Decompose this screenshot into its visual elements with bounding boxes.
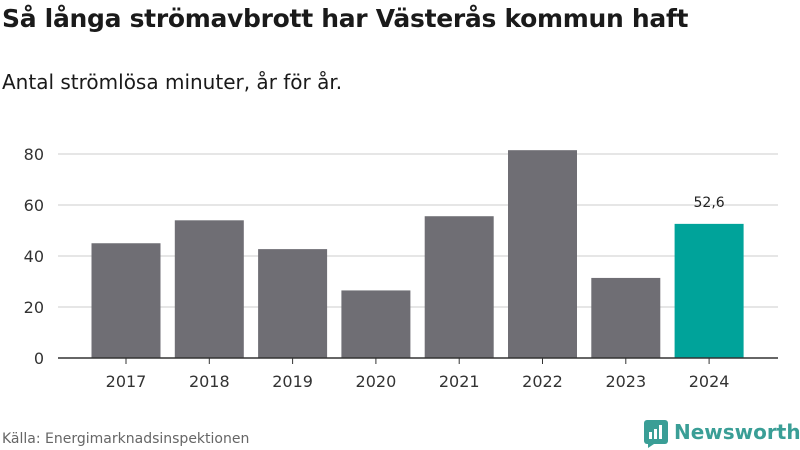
x-tick-label: 2020 [356,372,397,391]
bar-chart-logo-icon [644,420,668,448]
source-note: Källa: Energimarknadsinspektionen [2,431,250,447]
data-label: 52,6 [694,195,725,211]
x-tick-label: 2023 [605,372,646,391]
bar-2018 [174,220,244,358]
y-tick-label: 0 [34,349,44,368]
bar-2017 [91,243,161,358]
bar-2021 [424,216,494,358]
bar-2020 [341,290,411,358]
bar-2023 [591,277,661,358]
chart-subtitle: Antal strömlösa minuter, år för år. [2,70,343,94]
chart-title: Så långa strömavbrott har Västerås kommu… [2,4,689,33]
x-tick-label: 2022 [522,372,563,391]
x-tick-label: 2024 [689,372,730,391]
bar-2019 [258,249,328,358]
y-tick-label: 60 [24,196,44,215]
x-tick-label: 2018 [189,372,230,391]
x-tick-label: 2017 [106,372,147,391]
x-tick-label: 2021 [439,372,480,391]
y-tick-label: 40 [24,247,44,266]
x-tick-label: 2019 [272,372,313,391]
y-tick-label: 80 [24,145,44,164]
y-tick-label: 20 [24,298,44,317]
bar-2022 [508,150,577,358]
brand-name: Newsworthy [674,420,800,444]
newsworthy-logo: Newsworthy [644,420,800,448]
bar-2024 [674,223,744,358]
